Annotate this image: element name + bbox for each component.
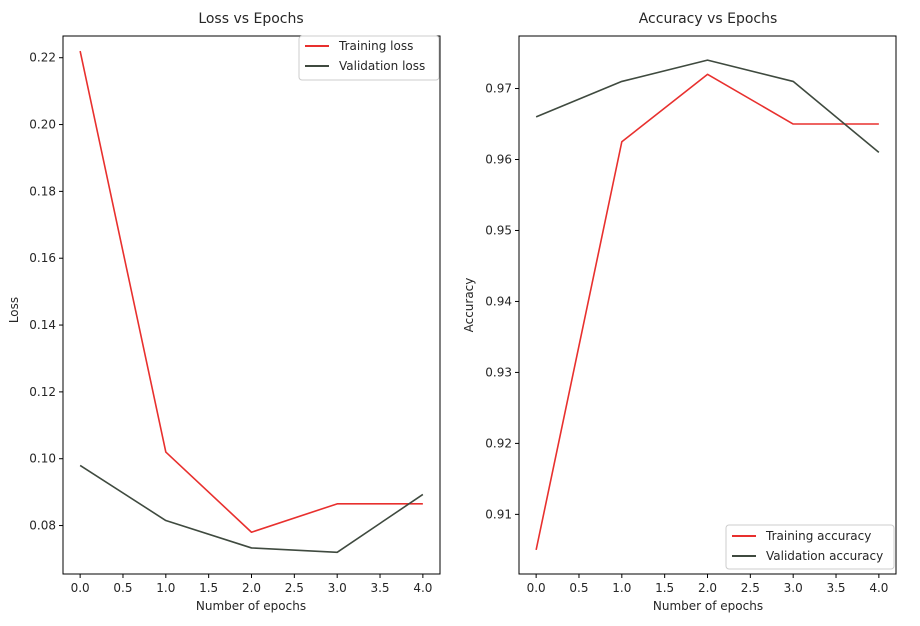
- x-tick-label: 1.5: [199, 581, 218, 595]
- x-tick-label: 2.0: [242, 581, 261, 595]
- y-tick-label: 0.94: [485, 294, 512, 308]
- y-tick-label: 0.92: [485, 436, 512, 450]
- legend-label-training-loss: Training loss: [338, 39, 413, 53]
- x-ticks: 0.0 0.5 1.0 1.5 2.0 2.5 3.0 3.5 4.0: [71, 574, 432, 595]
- y-tick-label: 0.10: [29, 452, 56, 466]
- x-tick-label: 4.0: [413, 581, 432, 595]
- series-lines: [79, 50, 424, 554]
- x-tick-label: 0.0: [71, 581, 90, 595]
- y-tick-label: 0.16: [29, 251, 56, 265]
- y-tick-label: 0.96: [485, 152, 512, 166]
- x-tick-label: 3.0: [328, 581, 347, 595]
- x-tick-label: 3.5: [826, 581, 845, 595]
- y-ticks: 0.08 0.10 0.12 0.14 0.16 0.18 0.20 0.22: [29, 51, 63, 533]
- x-tick-label: 1.5: [655, 581, 674, 595]
- series-line-training-loss: [79, 50, 423, 534]
- legend-label-validation-accuracy: Validation accuracy: [766, 549, 883, 563]
- series-lines: [535, 59, 880, 551]
- x-tick-label: 1.0: [156, 581, 175, 595]
- y-tick-label: 0.12: [29, 385, 56, 399]
- y-tick-label: 0.20: [29, 118, 56, 132]
- x-tick-label: 3.0: [784, 581, 803, 595]
- y-tick-label: 0.18: [29, 184, 56, 198]
- y-tick-label: 0.14: [29, 318, 56, 332]
- legend-box: [725, 524, 895, 570]
- accuracy-chart: Accuracy vs Epochs Number of epochs Accu…: [462, 11, 897, 613]
- plot-frame: [518, 35, 897, 575]
- plot-frame: [62, 35, 441, 575]
- x-tick-label: 2.5: [285, 581, 304, 595]
- x-tick-label: 2.0: [698, 581, 717, 595]
- y-tick-label: 0.08: [29, 519, 56, 533]
- y-tick-label: 0.95: [485, 223, 512, 237]
- y-tick-label: 0.22: [29, 51, 56, 65]
- y-tick-label: 0.97: [485, 82, 512, 96]
- x-tick-label: 0.5: [113, 581, 132, 595]
- y-tick-label: 0.93: [485, 365, 512, 379]
- legend: Training accuracy Validation accuracy: [725, 524, 895, 570]
- legend-label-validation-loss: Validation loss: [339, 59, 425, 73]
- x-tick-label: 3.5: [370, 581, 389, 595]
- y-ticks: 0.91 0.92 0.93 0.94 0.95 0.96 0.97: [485, 82, 519, 521]
- x-axis-label: Number of epochs: [196, 599, 306, 613]
- x-ticks: 0.0 0.5 1.0 1.5 2.0 2.5 3.0 3.5 4.0: [527, 574, 888, 595]
- y-axis-label: Loss: [7, 297, 21, 323]
- series-line-validation-loss: [79, 464, 424, 554]
- x-axis-label: Number of epochs: [653, 599, 763, 613]
- series-line-validation-accuracy: [535, 59, 880, 154]
- legend-box: [298, 35, 440, 81]
- loss-chart: Loss vs Epochs Number of epochs Loss 0.0…: [7, 11, 441, 613]
- x-tick-label: 0.5: [569, 581, 588, 595]
- y-tick-label: 0.91: [485, 507, 512, 521]
- legend-label-training-accuracy: Training accuracy: [765, 529, 871, 543]
- chart-title: Loss vs Epochs: [198, 11, 303, 27]
- x-tick-label: 1.0: [612, 581, 631, 595]
- y-axis-label: Accuracy: [462, 278, 476, 333]
- x-tick-label: 0.0: [527, 581, 546, 595]
- x-tick-label: 4.0: [869, 581, 888, 595]
- series-line-training-accuracy: [535, 73, 879, 551]
- x-tick-label: 2.5: [741, 581, 760, 595]
- chart-title: Accuracy vs Epochs: [639, 11, 778, 27]
- legend: Training loss Validation loss: [298, 35, 440, 81]
